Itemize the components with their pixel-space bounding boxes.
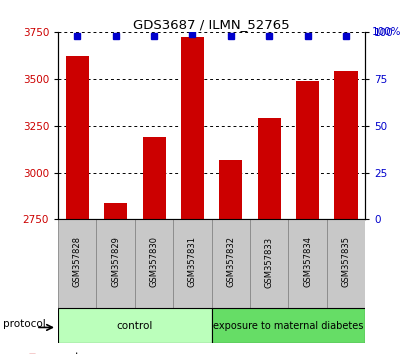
- Text: GSM357828: GSM357828: [73, 236, 82, 287]
- Bar: [288, 219, 327, 308]
- Bar: [104, 202, 127, 219]
- Bar: [250, 219, 288, 308]
- Text: GSM357833: GSM357833: [265, 236, 274, 287]
- Bar: [258, 118, 281, 219]
- Text: GSM357832: GSM357832: [226, 236, 235, 287]
- Title: GDS3687 / ILMN_52765: GDS3687 / ILMN_52765: [133, 18, 290, 31]
- Text: GSM357834: GSM357834: [303, 236, 312, 287]
- Bar: [58, 219, 96, 308]
- Bar: [135, 219, 173, 308]
- Text: GSM357829: GSM357829: [111, 236, 120, 287]
- Text: GSM357831: GSM357831: [188, 236, 197, 287]
- Text: exposure to maternal diabetes: exposure to maternal diabetes: [213, 321, 364, 331]
- Text: GSM357835: GSM357835: [342, 236, 351, 287]
- Text: control: control: [117, 321, 153, 331]
- Bar: [327, 219, 365, 308]
- Bar: [334, 71, 357, 219]
- Text: GSM357830: GSM357830: [149, 236, 159, 287]
- Bar: [212, 308, 365, 343]
- Bar: [96, 219, 135, 308]
- Bar: [181, 38, 204, 219]
- Bar: [220, 160, 242, 219]
- Bar: [212, 219, 250, 308]
- Bar: [296, 81, 319, 219]
- Text: 100%: 100%: [371, 27, 401, 37]
- Bar: [58, 308, 212, 343]
- Bar: [66, 56, 89, 219]
- Text: count: count: [48, 352, 80, 354]
- Bar: [173, 219, 212, 308]
- Bar: [143, 137, 166, 219]
- Text: protocol: protocol: [3, 319, 46, 329]
